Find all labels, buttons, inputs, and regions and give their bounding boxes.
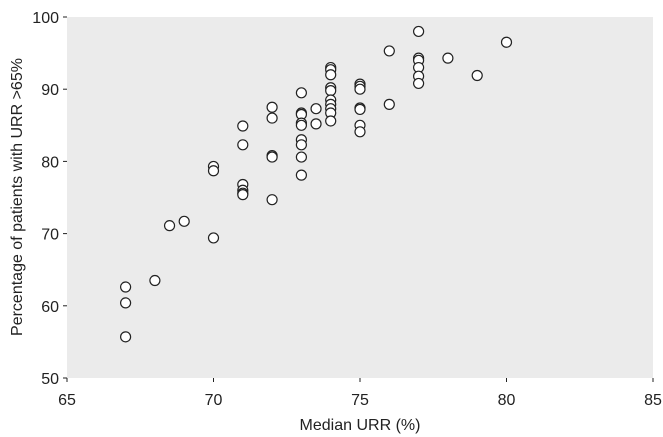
data-point [163,220,176,232]
data-point [237,139,249,151]
y-tick-label: 80 [41,154,59,171]
x-tick-label: 80 [498,392,516,409]
data-point [325,115,337,127]
y-tick-label: 70 [41,227,59,244]
y-axis-title: Percentage of patients with URR >65% [9,58,26,336]
data-point [413,77,425,90]
data-point [119,297,132,309]
data-point [354,103,366,116]
data-point [354,83,366,95]
data-point [383,98,395,110]
plot-area [67,17,653,378]
data-point [207,232,220,244]
data-point [500,36,513,48]
y-axis-ticks: 50 60 70 80 90 100 [32,10,67,388]
data-point [119,281,132,293]
x-tick-label: 70 [205,392,223,409]
x-tick-label: 75 [351,392,369,409]
data-point [413,25,425,38]
data-point [295,87,307,99]
x-tick-label: 85 [644,392,662,409]
data-point [325,69,337,81]
data-point [471,69,483,82]
y-tick-label: 60 [41,299,59,316]
data-point [266,194,278,206]
data-point [266,112,278,124]
data-point [295,139,307,151]
data-point [237,120,249,132]
y-tick-label: 50 [41,371,59,388]
y-tick-label: 100 [32,10,59,27]
data-point [325,85,337,97]
data-point [266,151,278,163]
data-point [178,215,190,227]
data-point [354,126,366,138]
data-point [383,45,395,57]
data-point [310,103,322,115]
data-point [442,52,454,64]
x-axis-ticks: 65 70 75 80 85 [58,378,662,409]
data-point [149,274,161,287]
data-points [119,25,513,343]
data-point [119,331,132,343]
data-point [295,119,307,131]
x-tick-label: 65 [58,392,76,409]
x-axis-title: Median URR (%) [300,417,421,434]
data-point [237,189,249,201]
data-point [295,151,307,163]
y-tick-label: 90 [41,82,59,99]
data-point [295,169,307,181]
data-point [266,101,278,113]
data-point [207,165,220,177]
data-point [310,118,322,130]
